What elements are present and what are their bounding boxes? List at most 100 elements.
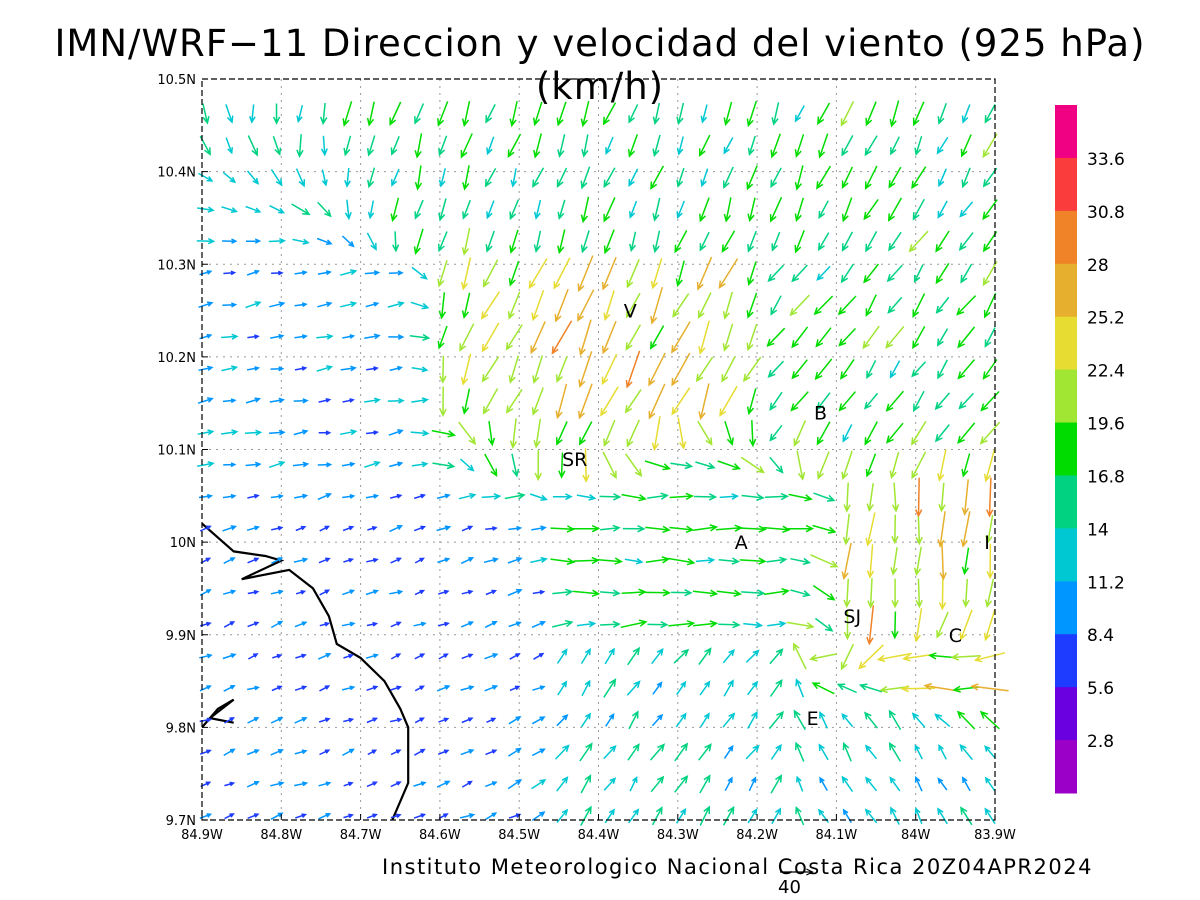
wind-arrow — [573, 524, 601, 533]
wind-arrow — [914, 775, 923, 792]
wind-arrow — [865, 101, 877, 127]
wind-arrow — [876, 652, 912, 663]
wind-arrow — [531, 620, 547, 628]
wind-arrow — [556, 808, 569, 823]
wind-arrow — [840, 101, 855, 127]
wind-arrow — [699, 712, 710, 728]
wind-arrow — [888, 709, 902, 731]
wind-arrow — [573, 589, 601, 597]
wind-arrow — [865, 294, 877, 317]
wind-arrow — [676, 680, 687, 696]
wind-arrow — [747, 808, 758, 824]
wind-arrow — [224, 781, 236, 787]
wind-arrow — [411, 397, 430, 404]
x-tick-label: 84.8W — [260, 828, 302, 843]
wind-arrow — [534, 450, 542, 482]
wind-arrow — [460, 257, 472, 291]
wind-arrow — [390, 685, 403, 691]
wind-arrow — [483, 557, 499, 564]
wind-arrow — [934, 713, 951, 727]
wind-arrow — [319, 621, 331, 627]
wind-arrow — [482, 388, 499, 415]
wind-arrow — [199, 525, 212, 532]
wind-arrow — [294, 270, 308, 276]
coastline — [201, 522, 410, 821]
wind-arrow — [246, 780, 260, 788]
wind-arrow — [509, 418, 518, 450]
wind-arrow — [769, 196, 783, 223]
wind-arrow — [317, 462, 333, 468]
wind-arrow — [387, 397, 405, 404]
wind-arrow — [814, 617, 834, 632]
wind-arrow — [819, 776, 828, 791]
wind-arrow — [746, 100, 758, 128]
wind-arrow — [842, 808, 852, 823]
wind-arrow — [436, 493, 451, 500]
wind-arrow — [438, 135, 448, 157]
wind-arrow — [627, 743, 640, 761]
wind-arrow — [461, 388, 471, 415]
wind-arrow — [890, 547, 898, 576]
wind-arrow — [366, 717, 379, 724]
wind-arrow — [389, 101, 402, 127]
wind-arrow — [439, 386, 447, 418]
wind-arrow — [437, 325, 448, 350]
wind-arrow — [481, 322, 500, 353]
wind-arrow — [248, 104, 256, 124]
wind-arrow — [723, 137, 734, 155]
wind-arrow — [886, 264, 903, 283]
wind-arrow — [295, 589, 307, 595]
wind-arrow — [887, 296, 903, 314]
wind-arrow — [723, 744, 734, 759]
colorbar-swatch — [1055, 581, 1077, 635]
wind-arrow — [842, 741, 852, 762]
wind-arrow — [843, 578, 851, 609]
wind-arrow — [269, 205, 286, 214]
wind-arrow — [366, 685, 379, 692]
wind-arrow — [961, 104, 971, 124]
wind-arrow — [578, 383, 593, 420]
wind-arrow — [911, 712, 926, 728]
wind-arrow — [364, 270, 381, 276]
wind-arrow — [816, 392, 831, 411]
colorbar-swatch — [1055, 369, 1077, 424]
wind-arrow — [414, 133, 423, 159]
wind-arrow — [842, 424, 853, 443]
wind-arrow — [580, 647, 591, 664]
wind-arrow — [979, 710, 1000, 730]
wind-arrow — [510, 168, 518, 188]
colorbar-label: 5.6 — [1087, 679, 1114, 699]
wind-arrow — [627, 646, 641, 666]
wind-arrow — [626, 259, 640, 289]
wind-arrow — [676, 136, 684, 156]
wind-arrow — [890, 136, 900, 156]
colorbar-label: 25.2 — [1087, 309, 1125, 329]
wind-arrow — [485, 781, 498, 788]
y-tick-label: 10.5N — [157, 73, 196, 88]
wind-arrow — [818, 133, 829, 159]
wind-arrow — [458, 421, 477, 445]
wind-arrow — [672, 293, 690, 318]
wind-arrow — [317, 301, 333, 308]
wind-arrow — [292, 461, 310, 468]
wind-arrow — [912, 293, 926, 318]
wind-arrow — [651, 648, 664, 665]
wind-arrow — [791, 359, 808, 380]
reference-vector — [780, 868, 814, 876]
wind-arrow — [486, 717, 497, 723]
wind-arrow — [692, 524, 719, 532]
wind-arrow — [864, 744, 878, 760]
wind-arrow — [319, 589, 331, 596]
wind-arrow — [410, 429, 430, 437]
wind-arrow — [602, 451, 617, 480]
grid-lines — [202, 79, 995, 820]
wind-arrow — [786, 621, 815, 630]
wind-arrow — [413, 813, 427, 819]
wind-arrow — [270, 169, 283, 187]
wind-arrow — [864, 808, 878, 824]
wind-arrow — [413, 781, 427, 787]
wind-arrow — [913, 390, 925, 413]
wind-arrow — [671, 387, 691, 416]
wind-arrow — [888, 741, 902, 762]
